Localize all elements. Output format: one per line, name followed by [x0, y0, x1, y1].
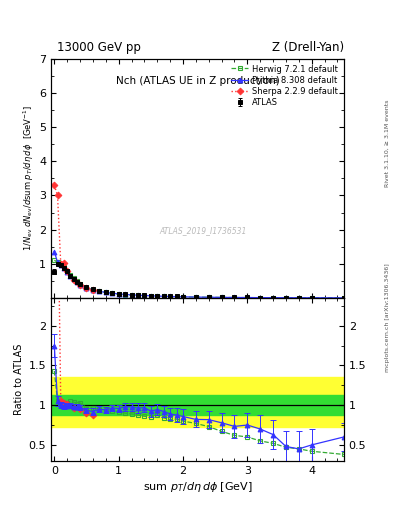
Herwig 7.2.1 default [84, 285, 89, 291]
Herwig 7.2.1 default [110, 290, 115, 296]
Herwig 7.2.1 default [168, 293, 173, 300]
Pythia 8.308 default [110, 290, 115, 296]
Line: Sherpa 2.2.9 default: Sherpa 2.2.9 default [52, 183, 95, 293]
Text: Nch (ATLAS UE in Z production): Nch (ATLAS UE in Z production) [116, 76, 279, 86]
Herwig 7.2.1 default [193, 294, 198, 300]
Herwig 7.2.1 default [65, 267, 70, 273]
Text: Rivet 3.1.10, ≥ 3.1M events: Rivet 3.1.10, ≥ 3.1M events [385, 100, 389, 187]
Herwig 7.2.1 default [232, 294, 237, 301]
Pythia 8.308 default [62, 265, 66, 271]
Pythia 8.308 default [149, 293, 153, 299]
Pythia 8.308 default [74, 279, 79, 285]
Herwig 7.2.1 default [136, 292, 140, 298]
Herwig 7.2.1 default [90, 287, 95, 293]
Pythia 8.308 default [129, 292, 134, 298]
Pythia 8.308 default [245, 294, 250, 301]
Herwig 7.2.1 default [258, 294, 263, 301]
Pythia 8.308 default [155, 293, 160, 299]
Herwig 7.2.1 default [271, 294, 275, 301]
Sherpa 2.2.9 default [71, 276, 76, 283]
Pythia 8.308 default [258, 294, 263, 301]
Herwig 7.2.1 default [59, 262, 63, 268]
Pythia 8.308 default [84, 285, 89, 291]
Y-axis label: $1/N_\mathsf{ev}$ $dN_\mathsf{ev}/d\mathsf{sum}$ $p_T/d\eta\,d\phi$  [GeV$^{-1}$: $1/N_\mathsf{ev}$ $dN_\mathsf{ev}/d\math… [22, 105, 36, 251]
Pythia 8.308 default [52, 249, 57, 255]
Pythia 8.308 default [342, 295, 346, 301]
Pythia 8.308 default [90, 287, 95, 293]
Pythia 8.308 default [142, 292, 147, 298]
Herwig 7.2.1 default [284, 294, 288, 301]
Herwig 7.2.1 default [103, 289, 108, 295]
Herwig 7.2.1 default [149, 293, 153, 299]
Sherpa 2.2.9 default [65, 267, 70, 273]
Y-axis label: Ratio to ATLAS: Ratio to ATLAS [15, 344, 24, 415]
Pythia 8.308 default [123, 291, 127, 297]
Pythia 8.308 default [162, 293, 166, 300]
Pythia 8.308 default [181, 294, 185, 300]
Pythia 8.308 default [271, 294, 275, 301]
Herwig 7.2.1 default [71, 275, 76, 282]
Sherpa 2.2.9 default [52, 182, 57, 188]
Pythia 8.308 default [193, 294, 198, 300]
Pythia 8.308 default [97, 288, 102, 294]
Herwig 7.2.1 default [181, 294, 185, 300]
Pythia 8.308 default [284, 294, 288, 301]
Herwig 7.2.1 default [68, 271, 73, 278]
Herwig 7.2.1 default [52, 257, 57, 263]
Text: ATLAS_2019_I1736531: ATLAS_2019_I1736531 [160, 226, 247, 236]
Text: 13000 GeV pp: 13000 GeV pp [57, 41, 141, 54]
Pythia 8.308 default [309, 295, 314, 301]
Herwig 7.2.1 default [155, 293, 160, 300]
Herwig 7.2.1 default [245, 294, 250, 301]
Pythia 8.308 default [103, 289, 108, 295]
Sherpa 2.2.9 default [84, 285, 89, 291]
Pythia 8.308 default [174, 293, 179, 300]
Pythia 8.308 default [206, 294, 211, 301]
Pythia 8.308 default [116, 291, 121, 297]
Herwig 7.2.1 default [62, 264, 66, 270]
Herwig 7.2.1 default [142, 293, 147, 299]
Herwig 7.2.1 default [74, 279, 79, 285]
Pythia 8.308 default [78, 282, 83, 288]
Herwig 7.2.1 default [219, 294, 224, 301]
Herwig 7.2.1 default [123, 292, 127, 298]
Pythia 8.308 default [296, 295, 301, 301]
Herwig 7.2.1 default [309, 295, 314, 301]
X-axis label: sum $p_T/d\eta\,d\phi$ [GeV]: sum $p_T/d\eta\,d\phi$ [GeV] [143, 480, 252, 494]
Text: Z (Drell-Yan): Z (Drell-Yan) [272, 41, 344, 54]
Herwig 7.2.1 default [78, 281, 83, 287]
Text: mcplots.cern.ch [arXiv:1306.3436]: mcplots.cern.ch [arXiv:1306.3436] [385, 263, 389, 372]
Pythia 8.308 default [71, 276, 76, 283]
Pythia 8.308 default [136, 292, 140, 298]
Pythia 8.308 default [68, 272, 73, 279]
Pythia 8.308 default [59, 262, 63, 268]
Herwig 7.2.1 default [129, 292, 134, 298]
Herwig 7.2.1 default [174, 294, 179, 300]
Sherpa 2.2.9 default [78, 282, 83, 288]
Pythia 8.308 default [232, 294, 237, 301]
Herwig 7.2.1 default [97, 288, 102, 294]
Bar [51, 377, 344, 428]
Herwig 7.2.1 default [162, 293, 166, 300]
Legend: Herwig 7.2.1 default, Pythia 8.308 default, Sherpa 2.2.9 default, ATLAS: Herwig 7.2.1 default, Pythia 8.308 defau… [230, 63, 340, 109]
Line: Herwig 7.2.1 default: Herwig 7.2.1 default [52, 258, 346, 300]
Line: Pythia 8.308 default: Pythia 8.308 default [52, 249, 346, 300]
Pythia 8.308 default [168, 293, 173, 300]
Pythia 8.308 default [219, 294, 224, 301]
Herwig 7.2.1 default [116, 291, 121, 297]
Herwig 7.2.1 default [206, 294, 211, 301]
Sherpa 2.2.9 default [62, 260, 66, 266]
Herwig 7.2.1 default [296, 295, 301, 301]
Sherpa 2.2.9 default [55, 193, 60, 199]
Pythia 8.308 default [55, 259, 60, 265]
Sherpa 2.2.9 default [59, 261, 63, 267]
Herwig 7.2.1 default [342, 295, 346, 301]
Bar [51, 395, 344, 415]
Herwig 7.2.1 default [55, 259, 60, 265]
Pythia 8.308 default [65, 268, 70, 274]
Sherpa 2.2.9 default [90, 287, 95, 293]
